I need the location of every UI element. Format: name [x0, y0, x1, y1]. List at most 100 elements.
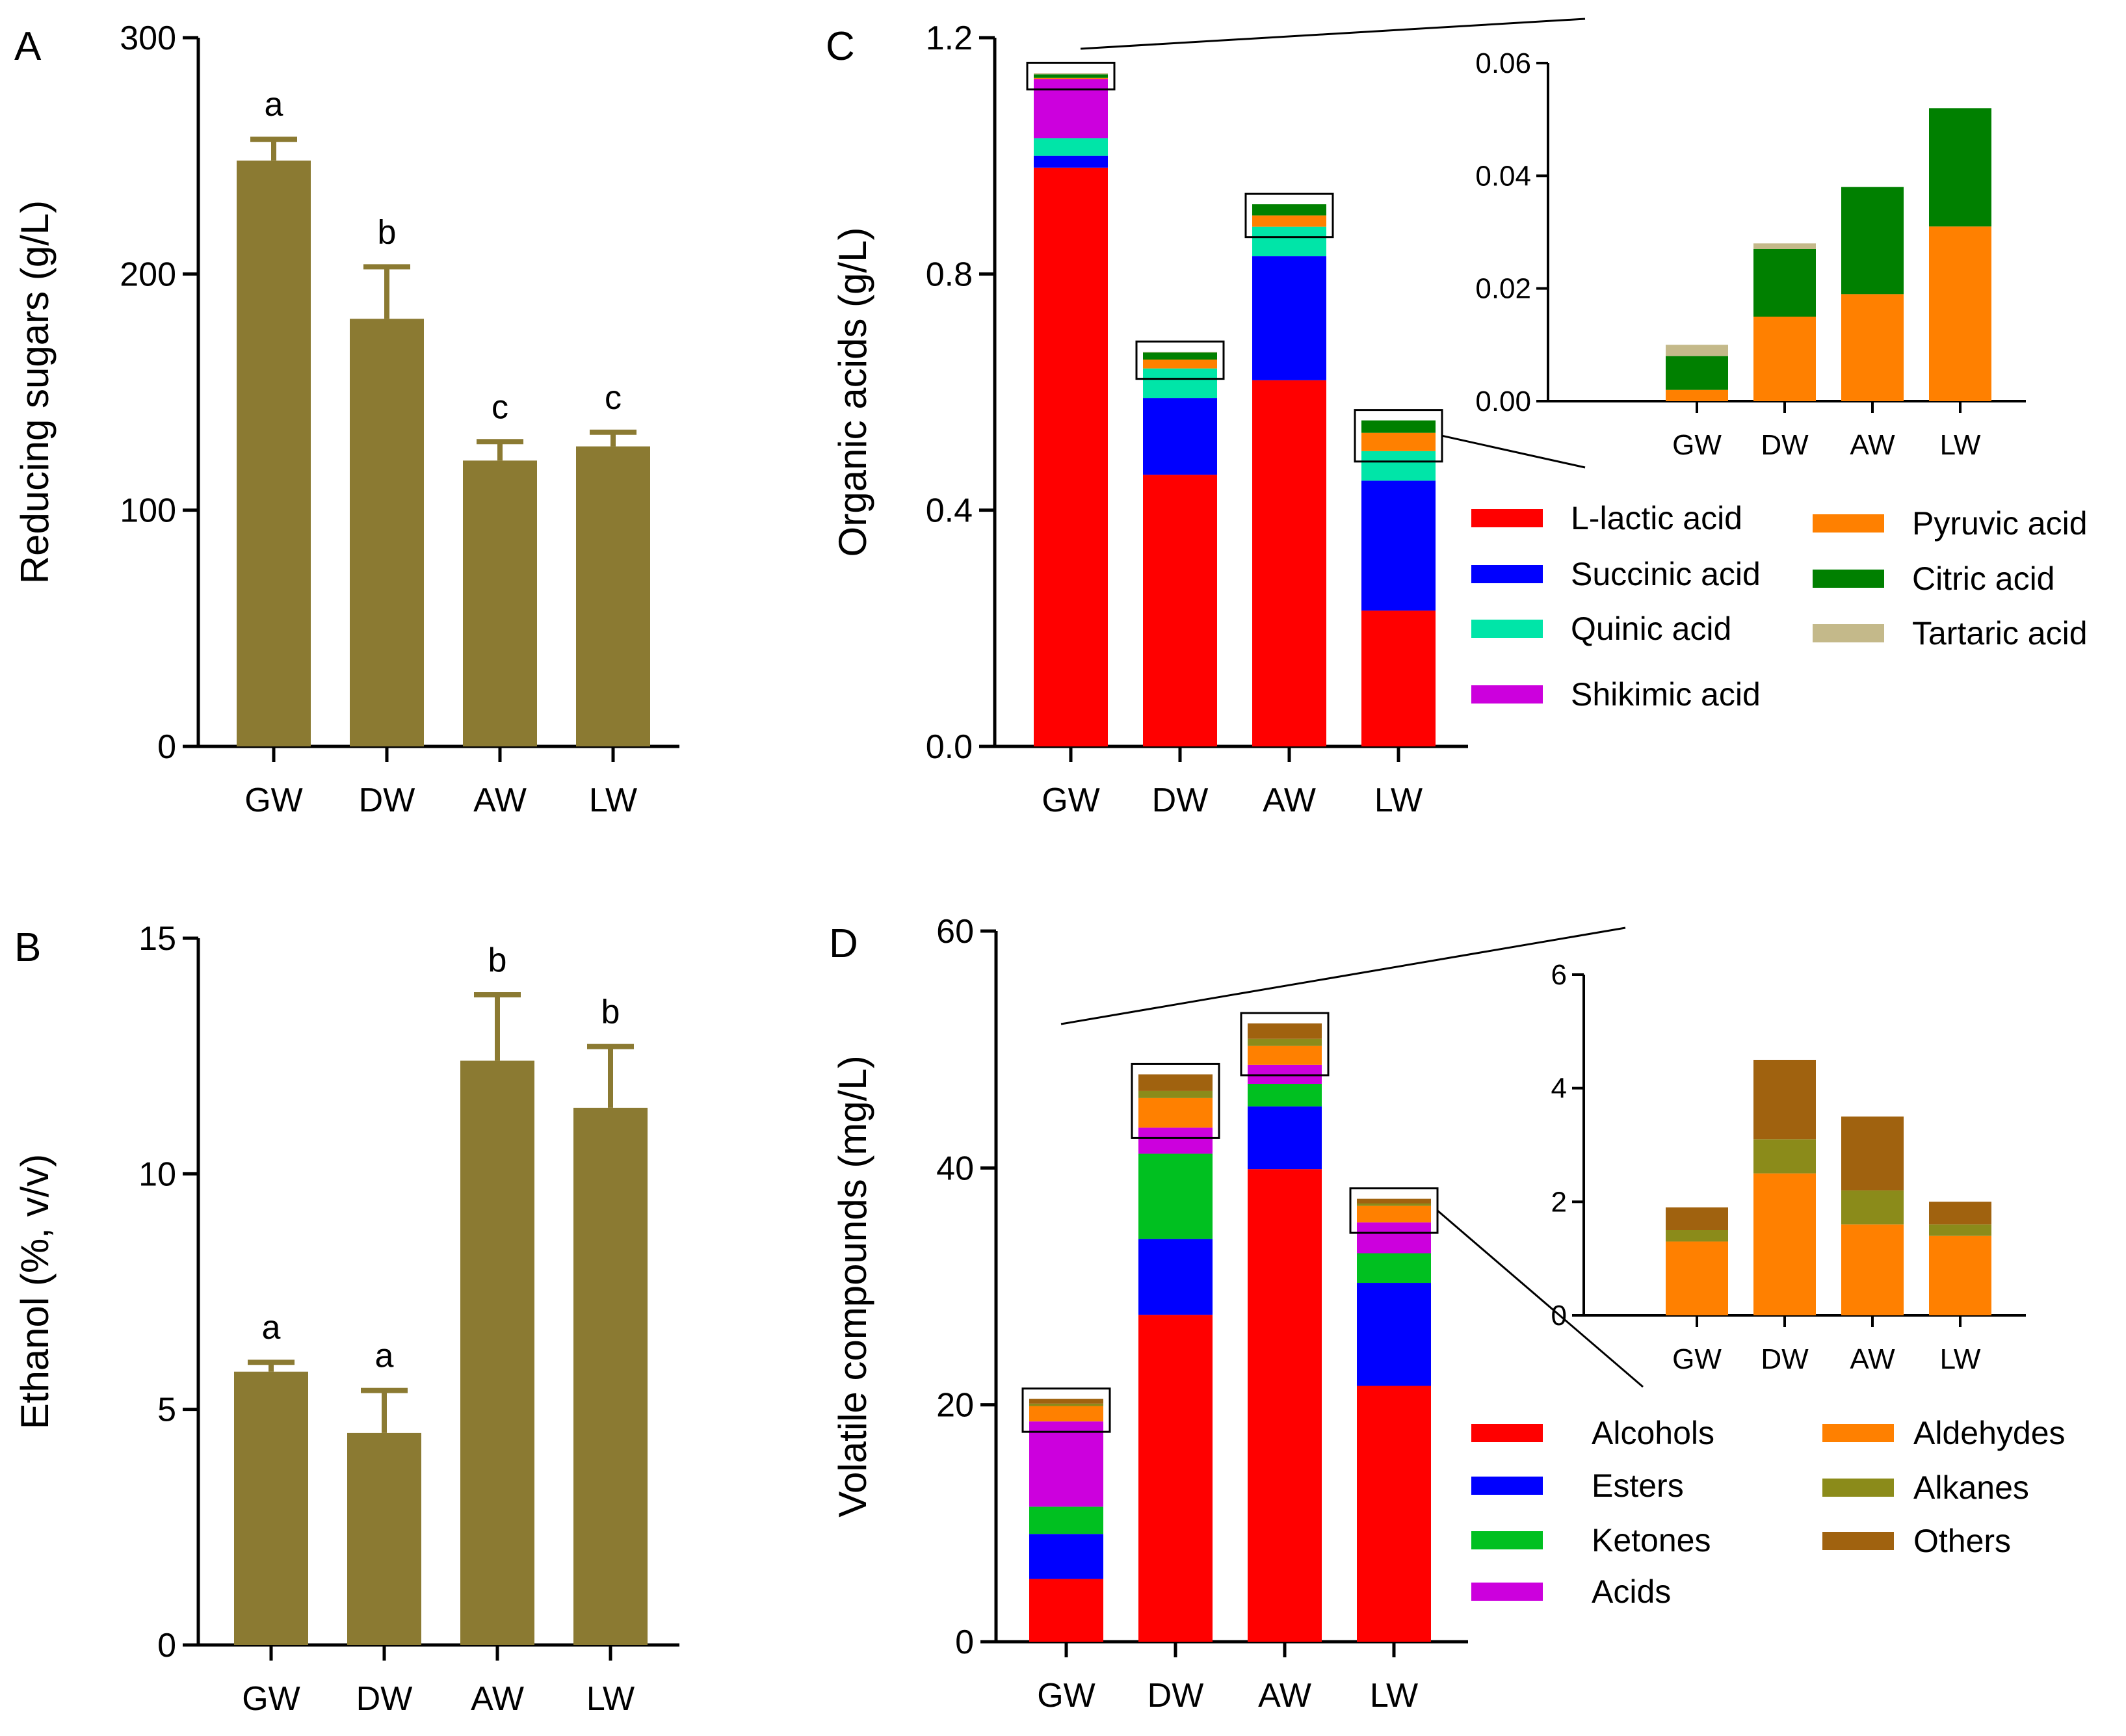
- inset-x-tick-label: AW: [1850, 1343, 1895, 1375]
- zoom-highlight-box: [1244, 192, 1334, 239]
- x-tick-label: GW: [244, 782, 303, 819]
- zoom-highlight-box: [1240, 1012, 1330, 1077]
- stacked-segment-citric-acid: [1252, 204, 1326, 216]
- stacked-segment-alkanes: [1248, 1038, 1322, 1046]
- stacked-segment-ketones: [1029, 1506, 1103, 1534]
- stacked-segment-aldehydes: [1029, 1406, 1103, 1422]
- x-tick-label: GW: [1042, 782, 1100, 819]
- stacked-segment-l-lactic-acid: [1143, 475, 1217, 746]
- legend-label-succinic-acid: Succinic acid: [1571, 556, 1761, 592]
- stacked-segment-l-lactic-acid: [1361, 611, 1436, 746]
- panel-a-reducing-sugars-chart: A 0 100 200 300 GW DW AW LW Reducing sugars (g/L)…: [13, 20, 679, 819]
- legend-swatch-ketones: [1471, 1531, 1543, 1549]
- stacked-segment-ketones: [1138, 1153, 1213, 1239]
- legend-label-alkanes: Alkanes: [1913, 1469, 2029, 1506]
- y-axis-title: Ethanol (%, v/v): [13, 1154, 57, 1430]
- x-tick-label: AW: [1258, 1677, 1311, 1715]
- stacked-segment-quinic-acid: [1034, 138, 1108, 156]
- legend-label-aldehydes: Aldehydes: [1913, 1415, 2066, 1451]
- panel-letter: A: [14, 24, 42, 69]
- x-tick-label: LW: [1370, 1677, 1418, 1715]
- stacked-segment-others: [1029, 1399, 1103, 1404]
- legend-label-acids: Acids: [1592, 1573, 1671, 1610]
- inset-x-tick-label: LW: [1940, 1343, 1981, 1375]
- significance-letter: a: [265, 86, 283, 124]
- inset-x-tick-label: AW: [1850, 429, 1895, 461]
- inset-y-tick-label: 4: [1551, 1073, 1567, 1105]
- stacked-segment-citric-acid: [1143, 352, 1217, 360]
- inset-segment-citric-acid: [1929, 108, 1991, 227]
- inset-x-tick-label: LW: [1940, 429, 1981, 461]
- stacked-segment-esters: [1357, 1283, 1431, 1386]
- panel-letter: D: [829, 921, 858, 966]
- legend-label-shikimic-acid: Shikimic acid: [1571, 676, 1761, 713]
- inset-segment-aldehydes: [1753, 1173, 1816, 1315]
- x-tick-label: GW: [1037, 1677, 1096, 1715]
- legend-label-pyruvic-acid: Pyruvic acid: [1912, 505, 2088, 542]
- bar-gw: [237, 160, 311, 746]
- inset-x-tick-label: DW: [1761, 429, 1809, 461]
- significance-letter: b: [601, 993, 620, 1031]
- legend-swatch-succinic-acid: [1471, 565, 1543, 583]
- y-tick-label: 5: [157, 1391, 176, 1429]
- x-tick-label: AW: [1263, 782, 1316, 819]
- stacked-segment-pyruvic-acid: [1143, 360, 1217, 369]
- stacked-segment-pyruvic-acid: [1034, 77, 1108, 79]
- significance-letter: a: [262, 1309, 281, 1347]
- stacked-segment-l-lactic-acid: [1252, 380, 1326, 746]
- bar-aw: [460, 1060, 534, 1645]
- inset-segment-pyruvic-acid: [1841, 294, 1904, 401]
- x-tick-label: DW: [1152, 782, 1209, 819]
- stacked-segment-quinic-acid: [1361, 451, 1436, 481]
- stacked-segment-ketones: [1357, 1253, 1431, 1283]
- x-tick-label: LW: [589, 782, 637, 819]
- y-tick-label: 20: [936, 1387, 974, 1425]
- stacked-segment-quinic-acid: [1143, 368, 1217, 399]
- stacked-segment-aldehydes: [1357, 1205, 1431, 1223]
- legend-label-alcohols: Alcohols: [1592, 1415, 1714, 1451]
- inset-y-tick-label: 0.00: [1475, 386, 1531, 417]
- panel-c-organic-acids-chart: C 0.0 0.4 0.8 1.2 GW DW AW LW Organic acids (g/L)…: [826, 18, 2088, 819]
- inset-y-tick-label: 2: [1551, 1186, 1567, 1218]
- inset-segment-others: [1841, 1116, 1904, 1190]
- inset-y-tick-label: 0.02: [1475, 273, 1531, 305]
- legend-swatch-shikimic-acid: [1471, 685, 1543, 704]
- stacked-segment-acids: [1029, 1421, 1103, 1507]
- zoom-connector-line: [1060, 927, 1626, 1025]
- stacked-segment-others: [1248, 1023, 1322, 1039]
- inset-segment-pyruvic-acid: [1753, 317, 1816, 401]
- x-tick-label: DW: [356, 1680, 413, 1718]
- legend-swatch-others: [1822, 1532, 1894, 1550]
- stacked-segment-aldehydes: [1138, 1098, 1213, 1128]
- zoom-highlight-box: [1131, 1062, 1220, 1139]
- x-tick-label: AW: [473, 782, 527, 819]
- legend-label-others: Others: [1913, 1523, 2011, 1559]
- legend-swatch-esters: [1471, 1477, 1543, 1495]
- inset-segment-tartaric-acid: [1753, 243, 1816, 249]
- inset-segment-citric-acid: [1753, 249, 1816, 317]
- zoom-connector-line: [1080, 18, 1586, 50]
- inset-x-tick-label: GW: [1672, 1343, 1722, 1375]
- legend-label-citric-acid: Citric acid: [1912, 560, 2054, 597]
- legend-swatch-l-lactic-acid: [1471, 509, 1543, 527]
- y-tick-label: 1.2: [926, 20, 973, 57]
- y-axis-title: Reducing sugars (g/L): [13, 200, 57, 584]
- bar-dw: [350, 319, 424, 746]
- inset-segment-pyruvic-acid: [1929, 226, 1991, 401]
- stacked-segment-shikimic-acid: [1034, 79, 1108, 138]
- stacked-segment-aldehydes: [1248, 1046, 1322, 1065]
- x-tick-label: GW: [242, 1680, 300, 1718]
- stacked-segment-ketones: [1248, 1083, 1322, 1107]
- stacked-segment-alkanes: [1138, 1090, 1213, 1098]
- significance-letter: b: [378, 213, 397, 251]
- stacked-segment-tartaric-acid: [1034, 73, 1108, 75]
- significance-letter: c: [605, 379, 622, 417]
- legend-swatch-citric-acid: [1813, 570, 1884, 588]
- legend-label-l-lactic-acid: L-lactic acid: [1571, 500, 1742, 536]
- bar-lw: [573, 1107, 648, 1645]
- panel-letter: C: [826, 24, 855, 69]
- stacked-segment-acids: [1138, 1127, 1213, 1154]
- stacked-segment-succinic-acid: [1034, 155, 1108, 168]
- stacked-segment-citric-acid: [1361, 420, 1436, 433]
- stacked-segment-alkanes: [1029, 1403, 1103, 1406]
